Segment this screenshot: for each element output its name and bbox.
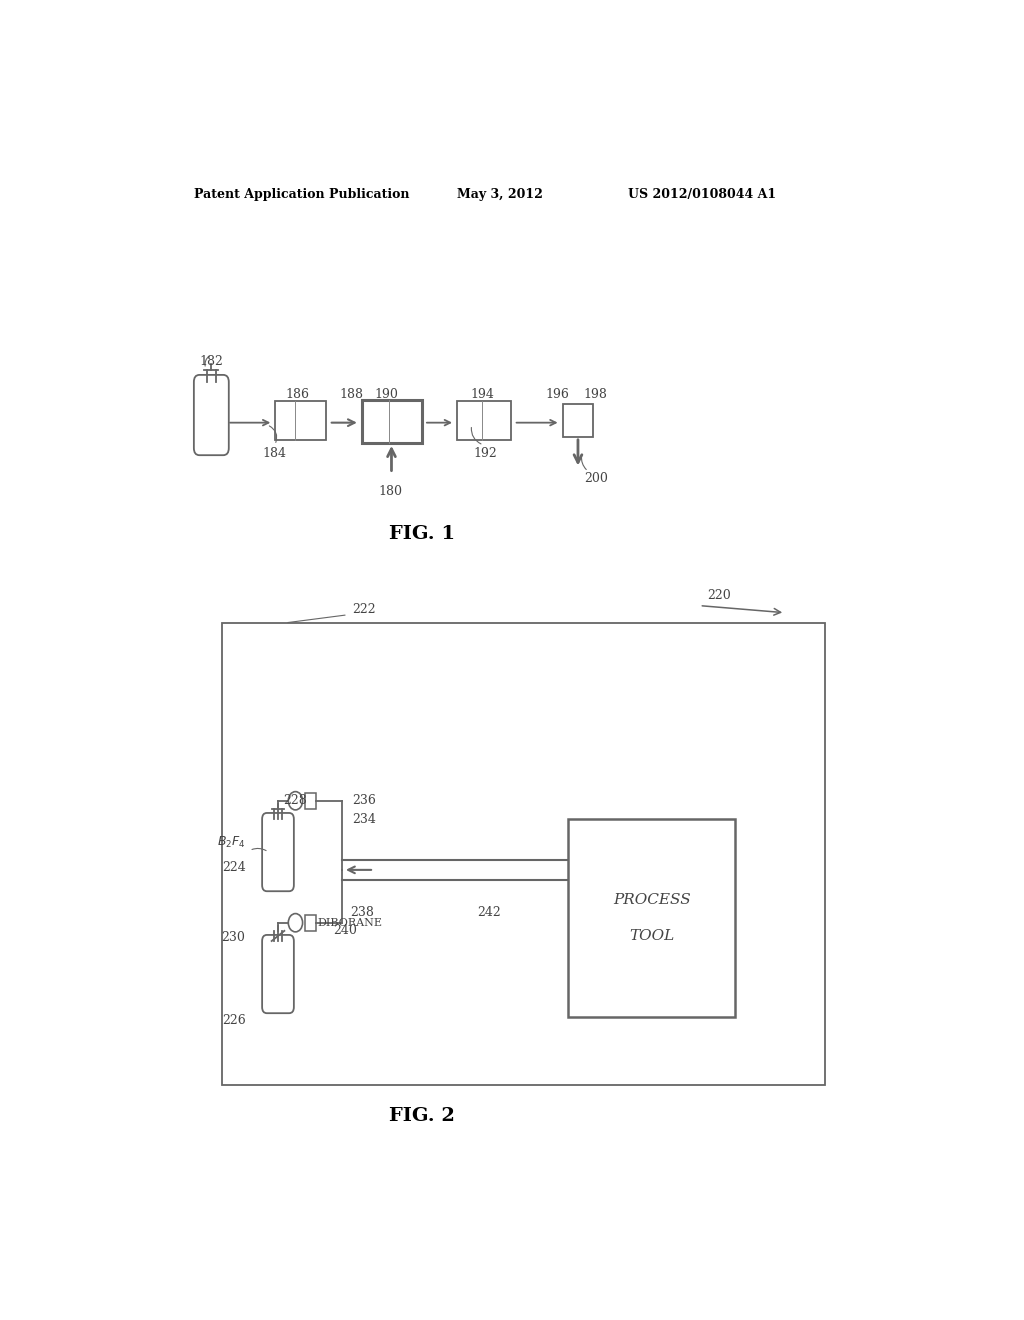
Bar xyxy=(458,401,511,440)
Text: FIG. 2: FIG. 2 xyxy=(389,1107,455,1125)
FancyBboxPatch shape xyxy=(262,813,294,891)
Text: 224: 224 xyxy=(222,862,246,874)
Text: 236: 236 xyxy=(352,795,377,808)
Text: PROCESS: PROCESS xyxy=(613,892,690,907)
Text: 190: 190 xyxy=(374,388,398,401)
Text: 234: 234 xyxy=(352,813,377,825)
Text: 192: 192 xyxy=(473,446,497,459)
Text: Patent Application Publication: Patent Application Publication xyxy=(194,189,410,202)
Text: TOOL: TOOL xyxy=(629,929,675,944)
Text: US 2012/0108044 A1: US 2012/0108044 A1 xyxy=(628,189,776,202)
Text: 200: 200 xyxy=(585,473,608,484)
Text: 242: 242 xyxy=(477,906,501,919)
Bar xyxy=(563,404,593,437)
Text: 198: 198 xyxy=(584,388,607,401)
Text: 194: 194 xyxy=(471,388,495,401)
Text: DIBORANE: DIBORANE xyxy=(317,917,383,928)
Text: 186: 186 xyxy=(285,388,309,401)
Text: 238: 238 xyxy=(350,906,374,919)
Text: 228: 228 xyxy=(283,795,306,808)
Text: 180: 180 xyxy=(378,486,402,498)
Text: 220: 220 xyxy=(708,589,731,602)
FancyBboxPatch shape xyxy=(262,935,294,1014)
Bar xyxy=(568,818,735,1018)
Text: May 3, 2012: May 3, 2012 xyxy=(458,189,543,202)
Text: 230: 230 xyxy=(221,932,246,945)
Text: 184: 184 xyxy=(263,446,287,459)
Bar xyxy=(305,792,316,809)
Text: 226: 226 xyxy=(222,1014,246,1027)
Bar xyxy=(274,401,327,440)
Text: 240: 240 xyxy=(333,924,356,937)
Bar xyxy=(305,915,316,931)
Text: $B_2F_4$: $B_2F_4$ xyxy=(217,834,246,850)
Text: 196: 196 xyxy=(546,388,569,401)
Text: 188: 188 xyxy=(339,388,364,401)
Bar xyxy=(221,623,824,1085)
Bar xyxy=(362,400,422,444)
FancyBboxPatch shape xyxy=(194,375,228,455)
Text: 222: 222 xyxy=(352,603,376,616)
Text: 182: 182 xyxy=(200,355,223,368)
Text: FIG. 1: FIG. 1 xyxy=(388,525,455,544)
